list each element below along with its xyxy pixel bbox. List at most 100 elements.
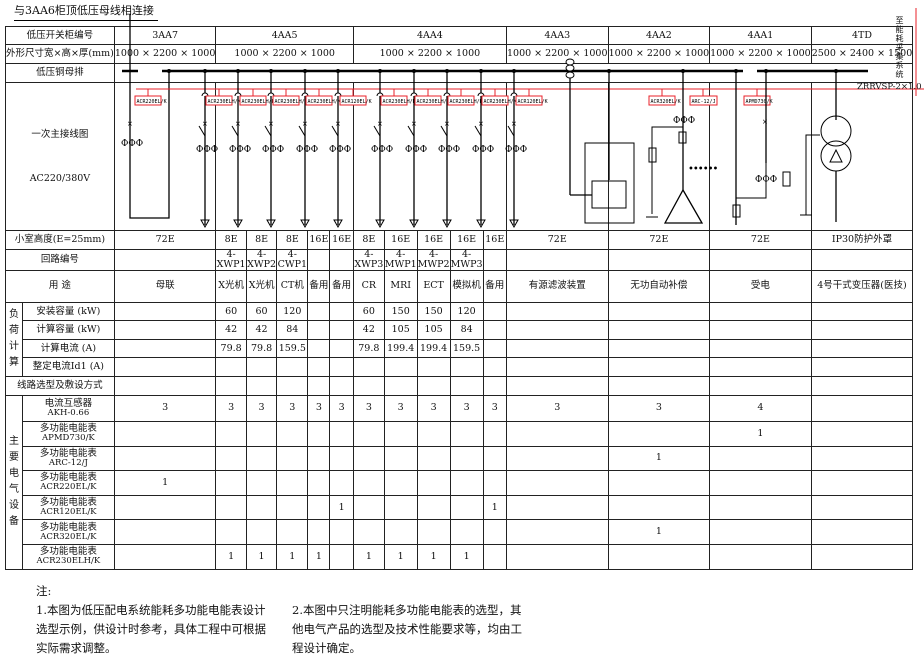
cell-value: 1 xyxy=(352,543,385,570)
cell-value xyxy=(307,420,331,447)
cell-value: 42 xyxy=(215,320,247,340)
cell-value xyxy=(215,519,247,545)
table-row: 用 途母联 X光机 X光机 CT机 备用 备用 CR MRI ECT 模拟机 备用 有源滤波装置 无功自… xyxy=(5,269,924,303)
cell-value xyxy=(505,301,609,322)
cell-value: 42 xyxy=(352,320,385,340)
equipment-label: 多功能电能表 APMD730/K xyxy=(21,420,115,447)
cell-value: 150 xyxy=(383,301,418,322)
cell-value xyxy=(113,357,217,377)
cell-value xyxy=(215,357,247,377)
row-label: 安装容量 (kW) xyxy=(21,301,115,322)
table-row: 主要电气设备 电流互感器 AKH-0.66 3 3 3 3 3 3 3 3 3 3 3 3 3 4 xyxy=(5,394,924,570)
cell-value: 60 xyxy=(352,301,385,322)
cell-value xyxy=(505,375,609,396)
cell-value xyxy=(810,445,914,472)
cell-value: 72E xyxy=(113,230,217,250)
cell-value: 1 xyxy=(307,543,331,570)
cell-value: 4-MWP1 xyxy=(383,249,418,271)
table-row: 低压开关柜编号 3AA7 4AA5 4AA4 4AA3 4AA2 4AA1 4TD xyxy=(5,26,924,45)
cell-value xyxy=(383,375,418,396)
cell-value xyxy=(810,375,914,396)
cell-value xyxy=(276,420,309,447)
cell-value xyxy=(607,301,711,322)
cell-value: 79.8 xyxy=(245,338,278,359)
cell-value: 1 xyxy=(482,494,507,521)
busbar-area xyxy=(113,63,914,83)
cell-value xyxy=(505,338,609,359)
cell-value xyxy=(709,320,812,340)
cell-value xyxy=(810,357,914,377)
cell-value xyxy=(505,543,609,570)
table-row: 多功能电能表 ACR320EL/K 1 xyxy=(6,519,924,545)
cell-value xyxy=(113,320,217,340)
cell-value xyxy=(482,470,507,496)
cell-value xyxy=(416,445,451,472)
cell-value xyxy=(709,470,812,496)
equipment-model: ARC-12/J xyxy=(48,457,88,468)
switchgear-schedule-table: 低压开关柜编号 3AA7 4AA5 4AA4 4AA3 4AA2 4AA1 4TD 外形尺寸宽×… xyxy=(5,26,924,570)
cabinet-size: 1000 × 2200 × 1000 xyxy=(505,44,609,64)
cell-value xyxy=(505,519,609,545)
cell-value xyxy=(307,249,331,271)
cell-value xyxy=(383,470,418,496)
cell-value xyxy=(482,301,507,322)
equipment-model: ACR220EL/K xyxy=(40,482,97,493)
cell-value xyxy=(810,470,914,496)
cell-value xyxy=(449,470,484,496)
cell-value: 4-XWP1 xyxy=(215,249,247,271)
cell-value: 1 xyxy=(607,445,711,472)
cell-value: 3 xyxy=(307,394,331,422)
cell-value xyxy=(215,470,247,496)
equipment-label: 多功能电能表 ACR320EL/K xyxy=(21,519,115,545)
cell-value xyxy=(505,320,609,340)
cell-value xyxy=(709,375,812,396)
cabinet-id: 4AA2 xyxy=(607,26,711,45)
cell-value xyxy=(113,543,217,570)
cell-value: 3 xyxy=(449,394,484,422)
cell-value: 3 xyxy=(113,394,217,422)
cell-value xyxy=(482,320,507,340)
cell-value: 16E xyxy=(416,230,451,250)
cell-value xyxy=(505,420,609,447)
cell-value: 3 xyxy=(416,394,451,422)
equipment-model: ACR230ELH/K xyxy=(36,556,101,567)
cell-value xyxy=(709,494,812,521)
cell-value: 1 xyxy=(709,420,812,447)
cell-value: 150 xyxy=(416,301,451,322)
equipment-model: ACR120EL/K xyxy=(40,507,97,518)
cell-value: 1 xyxy=(383,543,418,570)
diagram-cell xyxy=(607,82,711,231)
table-row: 计算电流 (A) 79.8 79.8 159.5 79.8 199.4 199.4 159.5 xyxy=(6,338,924,359)
table-row: 多功能电能表 ACR120EL/K 1 1 xyxy=(6,494,924,521)
diagram-cell xyxy=(709,82,812,231)
cell-value xyxy=(329,301,354,322)
cell-value: 84 xyxy=(449,320,484,340)
cell-value: 有源滤波装置 xyxy=(505,269,609,303)
cell-value: 3 xyxy=(329,394,354,422)
equipment-name: 电流互感器 xyxy=(44,397,93,409)
cell-value: 159.5 xyxy=(449,338,484,359)
cell-value xyxy=(352,357,385,377)
cell-value xyxy=(329,543,354,570)
cell-value xyxy=(607,320,711,340)
cell-value: 3 xyxy=(215,394,247,422)
cell-value xyxy=(505,445,609,472)
row-label: 计算容量 (kW) xyxy=(21,320,115,340)
cell-value: MRI xyxy=(383,269,418,303)
cell-value xyxy=(810,394,914,422)
equipment-name: 多功能电能表 xyxy=(39,472,97,484)
cell-value xyxy=(113,420,217,447)
cell-value xyxy=(113,338,217,359)
row-label: 整定电流Id1 (A) xyxy=(21,357,115,377)
equipment-label: 多功能电能表 ARC-12/J xyxy=(21,445,115,472)
cell-value xyxy=(416,519,451,545)
cell-value: 79.8 xyxy=(215,338,247,359)
equipment-label: 电流互感器 AKH-0.66 xyxy=(21,394,115,422)
cell-value xyxy=(383,420,418,447)
cell-value xyxy=(449,494,484,521)
cell-value: 120 xyxy=(276,301,309,322)
cabinet-id: 4AA1 xyxy=(709,26,812,45)
cell-value xyxy=(307,357,331,377)
cell-value xyxy=(215,375,247,396)
cell-value: 3 xyxy=(505,394,609,422)
